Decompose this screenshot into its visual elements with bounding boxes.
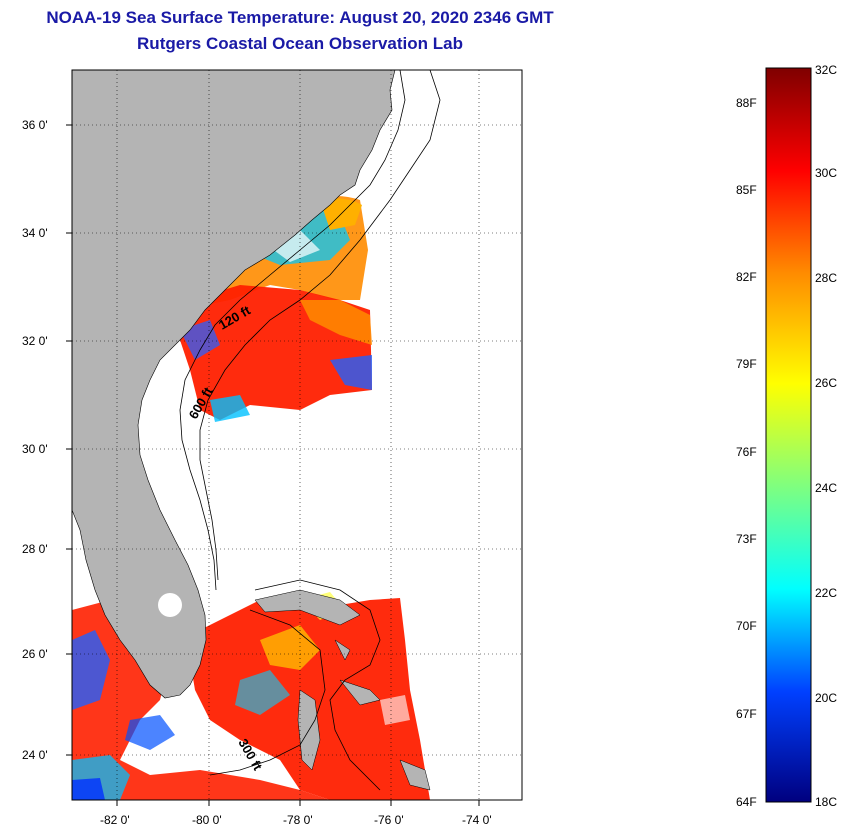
lon-tick-78: -78 0': [283, 813, 313, 827]
land-mass: [72, 70, 396, 699]
map-title: NOAA-19 Sea Surface Temperature: August …: [46, 8, 554, 27]
cb-f-79: 79F: [736, 357, 757, 371]
cb-f-64: 64F: [736, 795, 757, 809]
lon-tick-76: -76 0': [374, 813, 404, 827]
cb-f-76: 76F: [736, 445, 757, 459]
lat-tick-24: 24 0': [22, 748, 48, 762]
cb-c-28: 28C: [815, 271, 837, 285]
colorbar: [765, 67, 812, 803]
cb-f-85: 85F: [736, 183, 757, 197]
cb-f-73: 73F: [736, 532, 757, 546]
cb-f-82: 82F: [736, 270, 757, 284]
cb-c-32: 32C: [815, 63, 837, 77]
cb-c-22: 22C: [815, 586, 837, 600]
lon-tick-74: -74 0': [462, 813, 492, 827]
depth-contours: [179, 70, 441, 791]
cb-c-30: 30C: [815, 166, 837, 180]
cb-f-88: 88F: [736, 96, 757, 110]
cb-c-18: 18C: [815, 795, 837, 809]
axis-ticks: [66, 124, 480, 806]
lat-tick-32: 32 0': [22, 334, 48, 348]
lon-tick-80: -80 0': [192, 813, 222, 827]
graticule: [72, 70, 522, 800]
cb-c-24: 24C: [815, 481, 837, 495]
cb-f-67: 67F: [736, 707, 757, 721]
lat-tick-26: 26 0': [22, 647, 48, 661]
lat-tick-34: 34 0': [22, 226, 48, 240]
cb-c-26: 26C: [815, 376, 837, 390]
lon-tick-82: -82 0': [100, 813, 130, 827]
lat-tick-28: 28 0': [22, 542, 48, 556]
lake-okeechobee: [158, 593, 182, 617]
cb-f-70: 70F: [736, 619, 757, 633]
lat-tick-36: 36 0': [22, 118, 48, 132]
map-subtitle: Rutgers Coastal Ocean Observation Lab: [137, 34, 463, 53]
lat-tick-30: 30 0': [22, 442, 48, 456]
cb-c-20: 20C: [815, 691, 837, 705]
map-frame: [71, 69, 523, 801]
